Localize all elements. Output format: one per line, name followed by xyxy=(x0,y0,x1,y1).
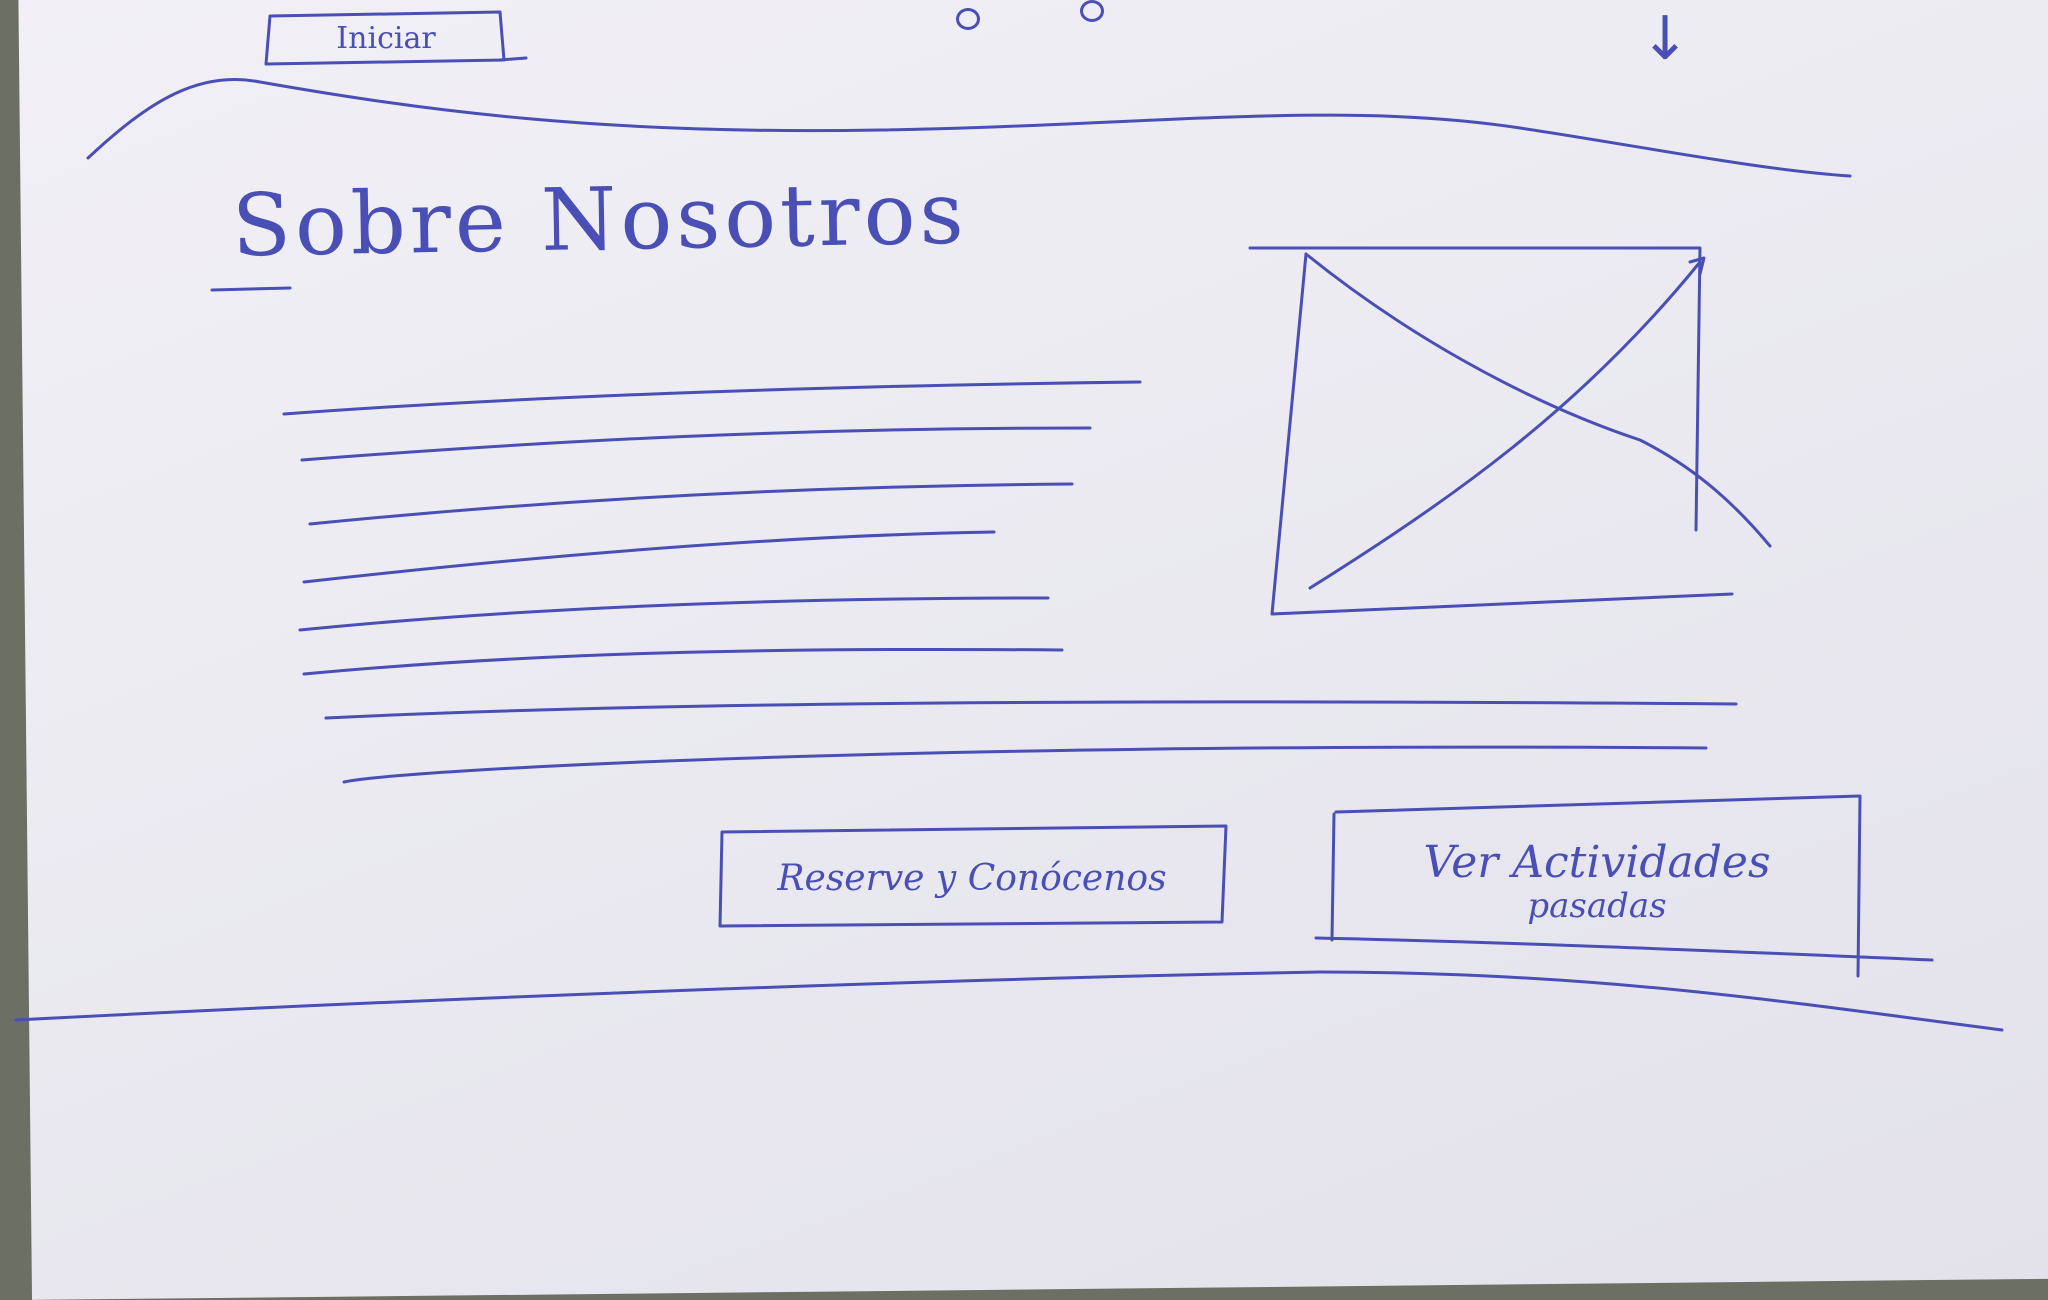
page-title: Sobre Nosotros xyxy=(231,163,969,277)
activities-button-label: Ver Actividades xyxy=(1423,837,1771,889)
reserve-button[interactable]: Reserve y Conócenos xyxy=(722,832,1222,924)
paragraph-placeholder xyxy=(282,380,1738,784)
nav-dot-icon-2 xyxy=(1080,0,1104,22)
reserve-button-label: Reserve y Conócenos xyxy=(777,857,1167,899)
header-divider xyxy=(86,77,1852,178)
title-underline xyxy=(210,286,292,292)
login-button[interactable]: Iniciar xyxy=(336,20,436,56)
image-placeholder xyxy=(1248,246,1772,616)
past-activities-button[interactable]: Ver Actividades pasadas xyxy=(1332,812,1862,952)
footer-divider xyxy=(14,970,2004,1032)
arrow-down-icon[interactable]: ↓ xyxy=(1640,4,1691,74)
nav-button-underline xyxy=(498,56,528,62)
activities-button-frame xyxy=(1314,794,1934,978)
nav-dot-icon-1 xyxy=(956,8,980,30)
reserve-button-frame xyxy=(718,824,1228,928)
activities-button-label-line2: pasadas xyxy=(1527,885,1667,926)
